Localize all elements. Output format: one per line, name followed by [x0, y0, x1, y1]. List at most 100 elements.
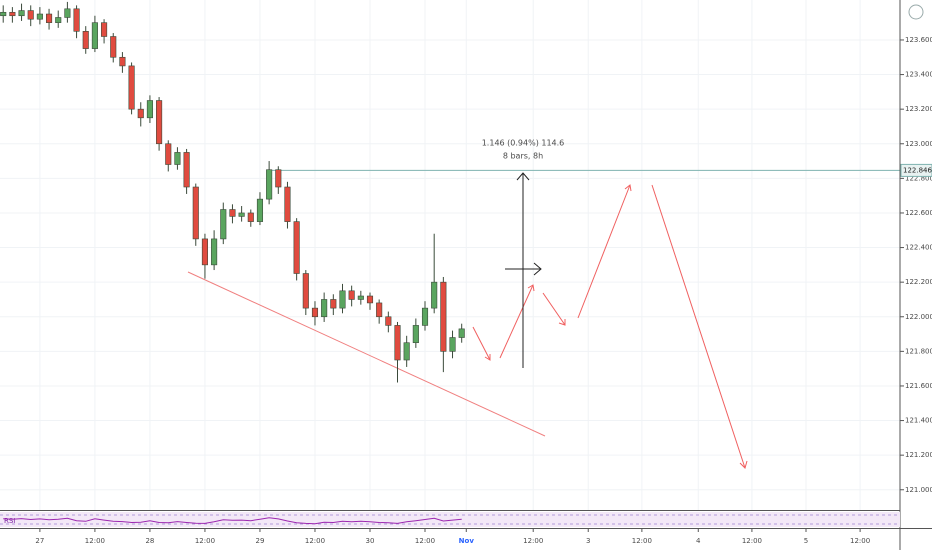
x-tick-label: 3 [586, 537, 590, 545]
y-tick-label: 123.600 [905, 36, 932, 44]
projection-leg [499, 284, 534, 359]
level-tag [900, 163, 932, 177]
candle-body [192, 186, 199, 240]
arrow-head [484, 354, 491, 361]
support-trendline [187, 271, 546, 437]
candle-body [311, 307, 319, 318]
candle-body [201, 238, 208, 266]
rsi-band [0, 512, 900, 527]
candle-body [256, 198, 264, 222]
projection-arrows [472, 184, 748, 469]
projection-leg [577, 184, 631, 319]
candle-body [9, 11, 16, 17]
candle-body [91, 22, 98, 49]
candle-body [101, 22, 108, 37]
candle-body [440, 281, 447, 352]
candle-body [183, 152, 190, 188]
candle-body [82, 31, 89, 49]
rsi-line [3, 517, 462, 525]
candle-body [394, 325, 401, 361]
y-tick-label: 121.800 [905, 347, 932, 355]
candle-body [385, 316, 392, 326]
y-tick-label: 123.200 [905, 105, 932, 113]
rsi-label: RSI [4, 517, 15, 525]
y-tick-label: 121.400 [905, 417, 932, 425]
x-tick-label: 12:00 [85, 537, 105, 545]
candle-body [247, 212, 254, 222]
x-tick-label: 29 [255, 537, 264, 545]
y-tick-label: 122.600 [905, 209, 932, 217]
candle-body [36, 13, 43, 20]
candle-body [165, 143, 172, 165]
arrow-head [516, 172, 530, 181]
y-tick-label: 121.200 [905, 451, 932, 459]
x-tick-label: 12:00 [523, 537, 543, 545]
candle-body [449, 337, 456, 352]
arrow-head [739, 460, 748, 469]
candle-body [376, 302, 383, 318]
grid [0, 0, 900, 510]
x-tick-label: 12:00 [632, 537, 652, 545]
candle-body [458, 328, 465, 338]
candle-body [238, 212, 245, 217]
y-tick-label: 123.000 [905, 140, 932, 148]
candle-body [110, 36, 117, 58]
y-tick-label: 121.600 [905, 382, 932, 390]
x-tick-label: 28 [145, 537, 154, 545]
candle-body [18, 10, 25, 17]
candle-body [46, 13, 53, 23]
candle-body [284, 186, 291, 222]
candle-body [275, 169, 282, 188]
x-tick-label: 4 [696, 537, 701, 545]
candle-body [293, 221, 300, 274]
candle-body [73, 8, 80, 32]
candle-body [366, 295, 374, 304]
arrow-head [527, 284, 535, 292]
candle-body [211, 238, 218, 266]
measure-tool [505, 172, 542, 368]
x-tick-label: 27 [35, 537, 44, 545]
candle-body [421, 307, 429, 326]
measure-label: 8 bars, 8h [503, 152, 543, 161]
candle-body [146, 100, 153, 119]
projection-leg [542, 292, 566, 326]
plot-area [0, 1, 465, 383]
measure-label: 1.146 (0.94%) 114.6 [482, 139, 565, 148]
candle-body [119, 56, 126, 67]
level-label: 122.846 [903, 166, 932, 174]
candle-body [348, 290, 355, 300]
candle-body [403, 342, 410, 361]
currency-badge [908, 4, 924, 20]
y-tick-label: 123.400 [905, 71, 932, 79]
arrow-head [533, 262, 542, 276]
candle-body [357, 295, 364, 300]
y-tick-label: 122.400 [905, 244, 932, 252]
x-tick-label: 5 [804, 537, 808, 545]
x-tick-label: 12:00 [415, 537, 435, 545]
y-tick-label: 122.200 [905, 278, 932, 286]
projection-leg [651, 184, 746, 469]
candle-body [431, 281, 438, 309]
x-tick-label: 12:00 [305, 537, 325, 545]
arrow-head [558, 319, 566, 326]
candle-body [0, 11, 7, 17]
candle-body [55, 17, 62, 23]
x-tick-label: 30 [366, 537, 375, 545]
candle-body [128, 65, 135, 110]
arrow-head [624, 184, 632, 192]
candle-body [339, 290, 346, 309]
candle-body [156, 100, 163, 145]
y-tick-label: 122.000 [905, 313, 932, 321]
x-tick-label: Nov [459, 537, 475, 545]
projection-leg [472, 326, 491, 361]
candle-body [412, 325, 419, 344]
candle-body [321, 299, 328, 318]
candle-body [137, 108, 144, 119]
x-tick-label: 12:00 [850, 537, 870, 545]
candle-body [64, 8, 71, 18]
y-tick-label: 122.800 [905, 174, 932, 182]
candle-body [174, 152, 181, 165]
candle-body [229, 209, 236, 217]
x-tick-label: 12:00 [742, 537, 762, 545]
candle-body [27, 10, 34, 20]
